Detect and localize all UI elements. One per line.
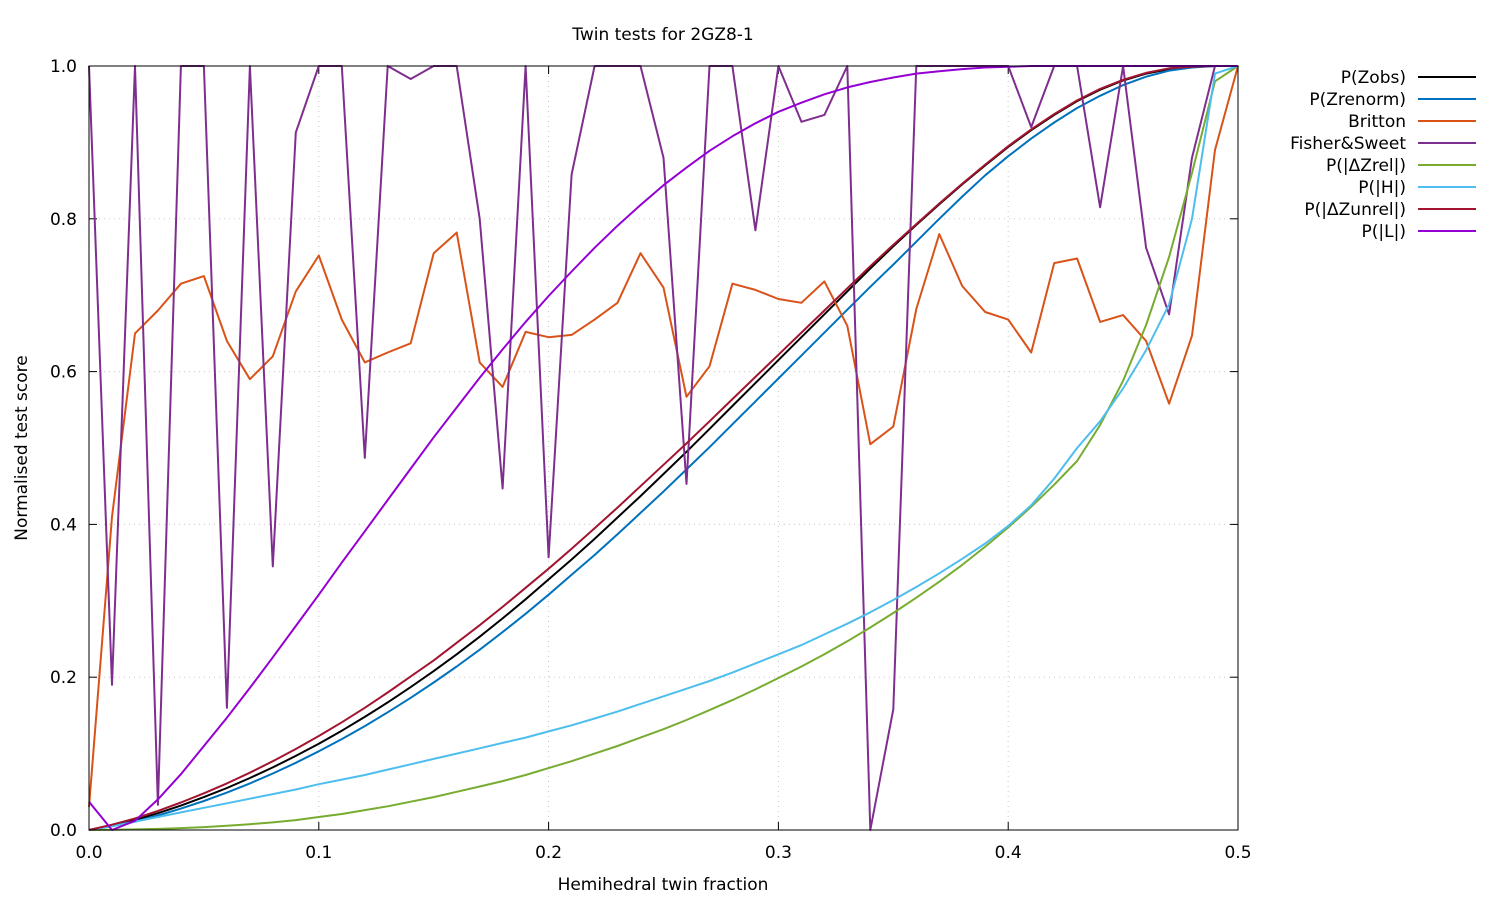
series-line-p-zrenorm [88,65,1238,831]
legend-label: P(|H|) [1358,178,1406,198]
y-tick-label: 0.6 [50,363,77,383]
x-tick-label: 0.0 [75,843,102,863]
x-tick-label: 0.4 [995,843,1022,863]
chart-title: Twin tests for 2GZ8-1 [571,25,753,45]
series-line-p-h [88,65,1239,831]
legend-label: P(|ΔZrel|) [1326,156,1406,176]
x-axis-label: Hemihedral twin fraction [558,875,769,895]
x-tick-label: 0.5 [1224,843,1251,863]
plot-frame [88,65,1239,831]
legend-label: P(|ΔZunrel|) [1304,200,1406,220]
series-line-britton [88,65,1239,808]
legend-label: Britton [1348,112,1406,132]
legend-label: P(Zrenorm) [1309,90,1406,110]
legend: P(Zobs)P(Zrenorm)BrittonFisher&SweetP(|Δ… [1290,68,1476,242]
y-tick-label: 0.2 [50,668,77,688]
series-line-fisher-sweet [88,65,1238,831]
series-line-p-zrel [88,65,1239,831]
y-tick-label: 1.0 [50,57,77,77]
grid [89,66,1238,830]
x-tick-label: 0.2 [535,843,562,863]
axis-ticks: 0.0 0.1 0.2 0.3 0.4 0.5 0.0 0.2 0.4 0.6 0.8 1.0 [50,57,1252,863]
legend-label: P(|L|) [1362,222,1406,242]
legend-label: P(Zobs) [1341,68,1406,88]
series-line-p-zobs [88,65,1238,831]
y-axis-label: Normalised test score [12,355,32,540]
y-tick-label: 0.4 [50,515,77,535]
y-tick-label: 0.0 [50,821,77,841]
legend-label: Fisher&Sweet [1290,134,1406,154]
x-tick-label: 0.3 [765,843,792,863]
x-tick-label: 0.1 [305,843,332,863]
y-tick-label: 0.8 [50,210,77,230]
series-line-p-l [88,65,1238,831]
series-lines [88,65,1239,831]
series-line-p-zunrel [88,65,1238,831]
